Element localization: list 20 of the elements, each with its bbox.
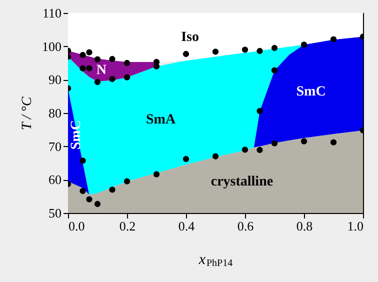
series-label: SmC (69, 120, 84, 150)
text: SmC (296, 84, 326, 100)
x-tick-label: 0.8 (296, 218, 313, 234)
y-tick-label: 80 (48, 106, 62, 120)
y-tick-label: 110 (42, 6, 62, 20)
y-tick-label: 50 (48, 206, 62, 220)
y-axis-title: T / °C (20, 96, 35, 130)
y-tick-label: 100 (42, 38, 62, 54)
y-tick-label: 70 (48, 138, 62, 154)
x-tick-label: 0.6 (237, 218, 254, 234)
x-tick-label: 0.2 (119, 218, 136, 234)
series-label: crystalline (210, 174, 274, 190)
series-label: N (96, 63, 106, 78)
x-tick-label: 1.0 (347, 218, 364, 234)
series-label: Iso (181, 30, 199, 45)
x-tick-label: 0.0 (68, 218, 85, 234)
y-tick-label: 90 (48, 72, 62, 88)
y-tick-label: 60 (48, 172, 62, 188)
x-tick-label: 0.4 (178, 218, 196, 234)
series-label: SmA (146, 112, 176, 128)
